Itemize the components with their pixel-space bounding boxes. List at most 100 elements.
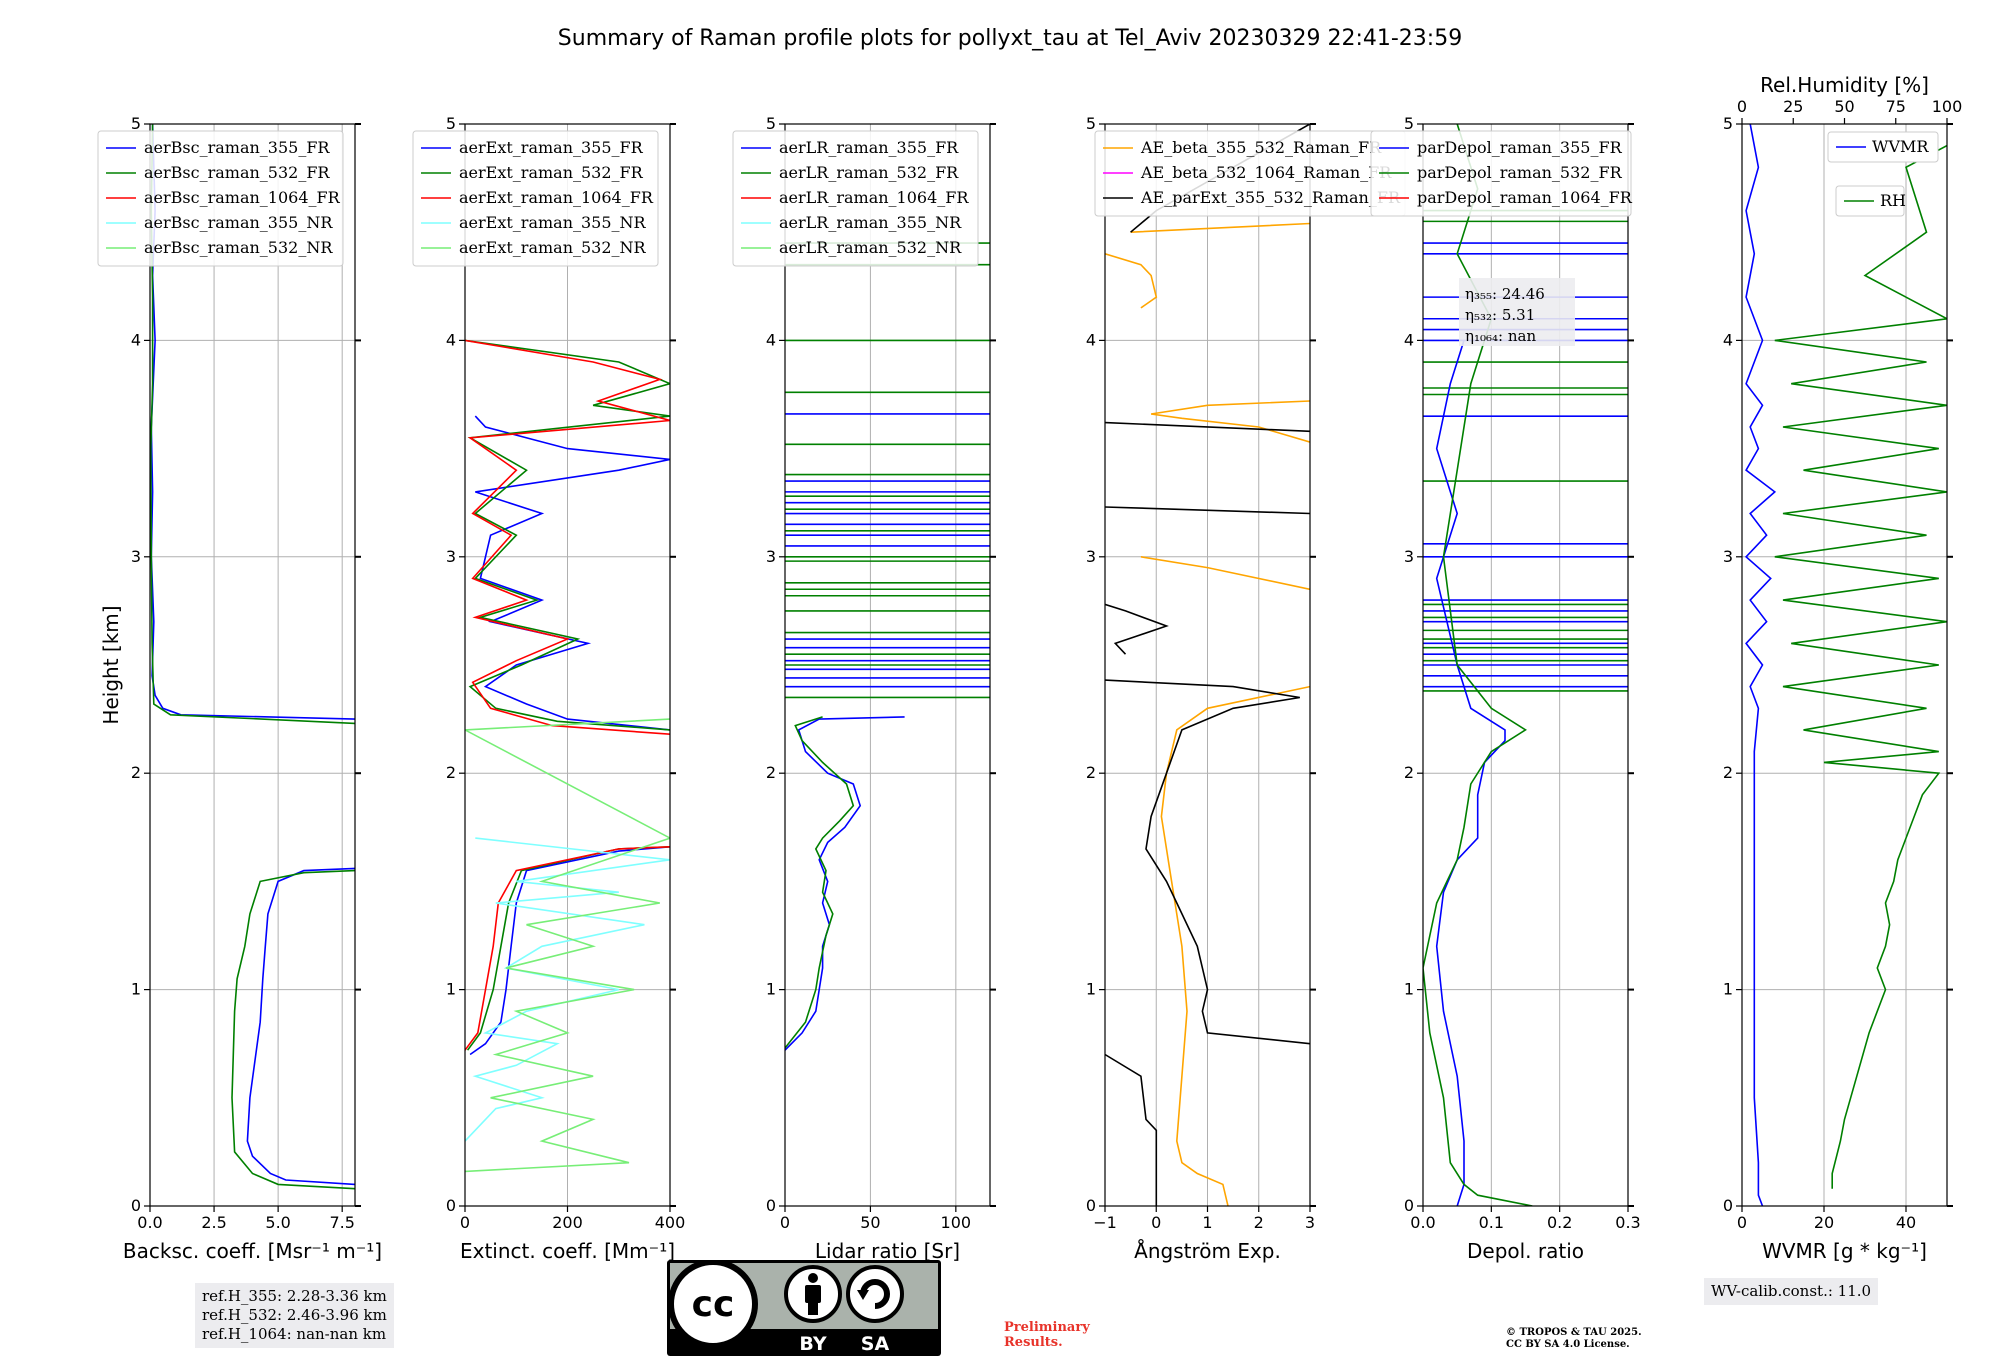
x-tick-label: 20 xyxy=(1814,1213,1834,1232)
eta-annotation: η₃₅₅: 24.46 η₅₃₂: 5.31 η₁₀₆₄: nan xyxy=(1459,278,1575,346)
x-tick-label: 0 xyxy=(460,1213,470,1232)
x-axis-label: WVMR [g * kg⁻¹] xyxy=(1762,1239,1927,1263)
y-tick-label: 3 xyxy=(766,547,776,566)
legend: aerLR_raman_355_FR aerLR_raman_532_FR aerL… xyxy=(732,130,979,267)
legend-label: aerExt_raman_1064_FR xyxy=(459,188,654,207)
axes-frame xyxy=(149,123,356,1207)
legend-label: parDepol_raman_532_FR xyxy=(1417,163,1623,182)
y-tick-label: 5 xyxy=(131,114,141,133)
y-tick-label: 2 xyxy=(1086,763,1096,782)
y-tick-label: 1 xyxy=(131,980,141,999)
x-tick-label: 0.3 xyxy=(1615,1213,1640,1232)
legend-label: AE_beta_532_1064_Raman_FR xyxy=(1140,163,1392,182)
subplot-extinction: 0 200 400 0 1 2 3 4 5 Extinct. coeff. [Mm⁻¹] aerEx… xyxy=(412,114,686,1263)
y-tick-label: 1 xyxy=(1723,980,1733,999)
legend: parDepol_raman_355_FR parDepol_raman_532_… xyxy=(1370,130,1633,217)
annotation-text: η₃₅₅: 24.46 xyxy=(1465,285,1545,303)
legend-label: aerLR_raman_532_NR xyxy=(779,238,962,257)
series-line-AE_beta_355_532_Raman_FR xyxy=(1105,222,1310,1206)
y-tick-label: 1 xyxy=(1086,980,1096,999)
x-tick-label: 0 xyxy=(1737,1213,1747,1232)
series-line-aerExt_raman_355_FR xyxy=(469,415,670,1056)
series-line-aerBsc_raman_355_FR xyxy=(150,124,355,1186)
data-lines xyxy=(465,339,670,1173)
y-tick-label: 0 xyxy=(131,1196,141,1215)
y-tick-label: 3 xyxy=(446,547,456,566)
legend-WVMR: WVMR xyxy=(1827,131,1939,163)
subplot-backscatter: 0.0 2.5 5.0 7.5 0 1 2 3 4 5 Backsc. coeff. [Msr⁻¹ … xyxy=(97,114,382,1263)
y-tick-label: 3 xyxy=(131,547,141,566)
legend-label: aerLR_raman_532_FR xyxy=(779,163,959,182)
series-line-aerBsc_raman_532_FR xyxy=(150,124,355,1190)
legend-box xyxy=(1827,131,1939,163)
y-tick-label: 0 xyxy=(766,1196,776,1215)
legend-label: RH xyxy=(1880,191,1906,210)
legend-label: aerBsc_raman_1064_FR xyxy=(144,188,341,207)
x-tick-label: 400 xyxy=(655,1213,686,1232)
x-tick-label: 50 xyxy=(860,1213,880,1232)
data-lines xyxy=(1423,124,1628,1206)
y-tick-label: 5 xyxy=(766,114,776,133)
y-tick-label: 4 xyxy=(131,330,141,349)
y-tick-label: 2 xyxy=(766,763,776,782)
x-tick-label: 0.1 xyxy=(1479,1213,1504,1232)
y-tick-label: 1 xyxy=(1404,980,1414,999)
y-tick-label: 4 xyxy=(766,330,776,349)
y-tick-label: 4 xyxy=(1723,330,1733,349)
legend-label: parDepol_raman_355_FR xyxy=(1417,138,1623,157)
x-tick-label: 7.5 xyxy=(329,1213,354,1232)
y-tick-label: 2 xyxy=(131,763,141,782)
y-tick-label: 4 xyxy=(1404,330,1414,349)
x-axis-label: Ångström Exp. xyxy=(1134,1239,1281,1263)
axes-frame xyxy=(1741,123,1948,1207)
preliminary-results-note: Preliminary Results. xyxy=(1004,1320,1090,1350)
attribution-icon xyxy=(784,1265,842,1323)
legend-label: aerExt_raman_532_NR xyxy=(459,238,647,257)
legend-box xyxy=(1370,130,1632,217)
cc-by-sa-license-badge: cc BY SA xyxy=(667,1260,941,1356)
x-axis-label: Depol. ratio xyxy=(1467,1239,1584,1263)
y-tick-label: 2 xyxy=(1723,763,1733,782)
data-lines xyxy=(1105,124,1310,1206)
series-line-parDepol_raman_532_FR xyxy=(1423,124,1533,1206)
series-line-aerLR_raman_532_FR xyxy=(785,716,855,1049)
x2-tick-label: 100 xyxy=(1932,97,1963,116)
y-tick-label: 0 xyxy=(1404,1196,1414,1215)
series-line-AE_parExt_355_532_Raman_FR xyxy=(1105,124,1310,1206)
x-tick-label: 0 xyxy=(1151,1213,1161,1232)
legend: aerBsc_raman_355_FR aerBsc_raman_532_FRae… xyxy=(97,130,344,267)
legend-label: AE_beta_355_532_Raman_FR xyxy=(1140,138,1382,157)
y-tick-label: 2 xyxy=(1404,763,1414,782)
x-tick-label: −1 xyxy=(1093,1213,1117,1232)
sa-label: SA xyxy=(861,1333,890,1355)
subplot-wvmr: 0 20 40 0 1 2 3 4 5 WVMR [g * kg⁻¹] 0 25 50 75 100Rel.… xyxy=(1723,73,1962,1263)
cc-symbol: cc xyxy=(692,1284,735,1325)
reference-heights-box: ref.H_355: 2.28-3.36 km ref.H_532: 2.46-… xyxy=(195,1283,394,1348)
copyright-note: © TROPOS & TAU 2025. CC BY SA 4.0 Licens… xyxy=(1506,1327,1642,1350)
x-tick-label: 100 xyxy=(941,1213,972,1232)
y-tick-label: 3 xyxy=(1086,547,1096,566)
y-tick-label: 3 xyxy=(1723,547,1733,566)
legend-label: aerLR_raman_355_NR xyxy=(779,213,962,232)
legend-label: aerBsc_raman_532_NR xyxy=(144,238,333,257)
data-lines xyxy=(1744,124,1947,1206)
wv-calibration-constant: WV-calib.const.: 11.0 xyxy=(1711,1282,1872,1300)
y-tick-label: 2 xyxy=(446,763,456,782)
ref-height-532: ref.H_532: 2.46-3.96 km xyxy=(202,1306,387,1324)
x-axis-label: Backsc. coeff. [Msr⁻¹ m⁻¹] xyxy=(123,1239,382,1263)
y-tick-label: 1 xyxy=(446,980,456,999)
legend-label: aerLR_raman_1064_FR xyxy=(779,188,969,207)
x-tick-label: 0.0 xyxy=(137,1213,162,1232)
ref-height-1064: ref.H_1064: nan-nan km xyxy=(202,1325,387,1343)
legend-label: aerBsc_raman_355_FR xyxy=(144,138,330,157)
y-tick-label: 5 xyxy=(1723,114,1733,133)
legend-label: aerBsc_raman_355_NR xyxy=(144,213,333,232)
legend-label: AE_parExt_355_532_Raman_FR xyxy=(1140,188,1401,207)
x-tick-label: 3 xyxy=(1305,1213,1315,1232)
subplot-depol: 0.0 0.1 0.2 0.3 0 1 2 3 4 5 Depol. ratio parDepol_r… xyxy=(1370,114,1641,1263)
series-line-WVMR xyxy=(1744,124,1777,1206)
subplots: 0.0 2.5 5.0 7.5 0 1 2 3 4 5 Backsc. coeff. [Msr⁻¹ … xyxy=(97,73,1962,1263)
series-line-aerExt_raman_532_NR xyxy=(465,718,670,1173)
y-tick-label: 0 xyxy=(446,1196,456,1215)
